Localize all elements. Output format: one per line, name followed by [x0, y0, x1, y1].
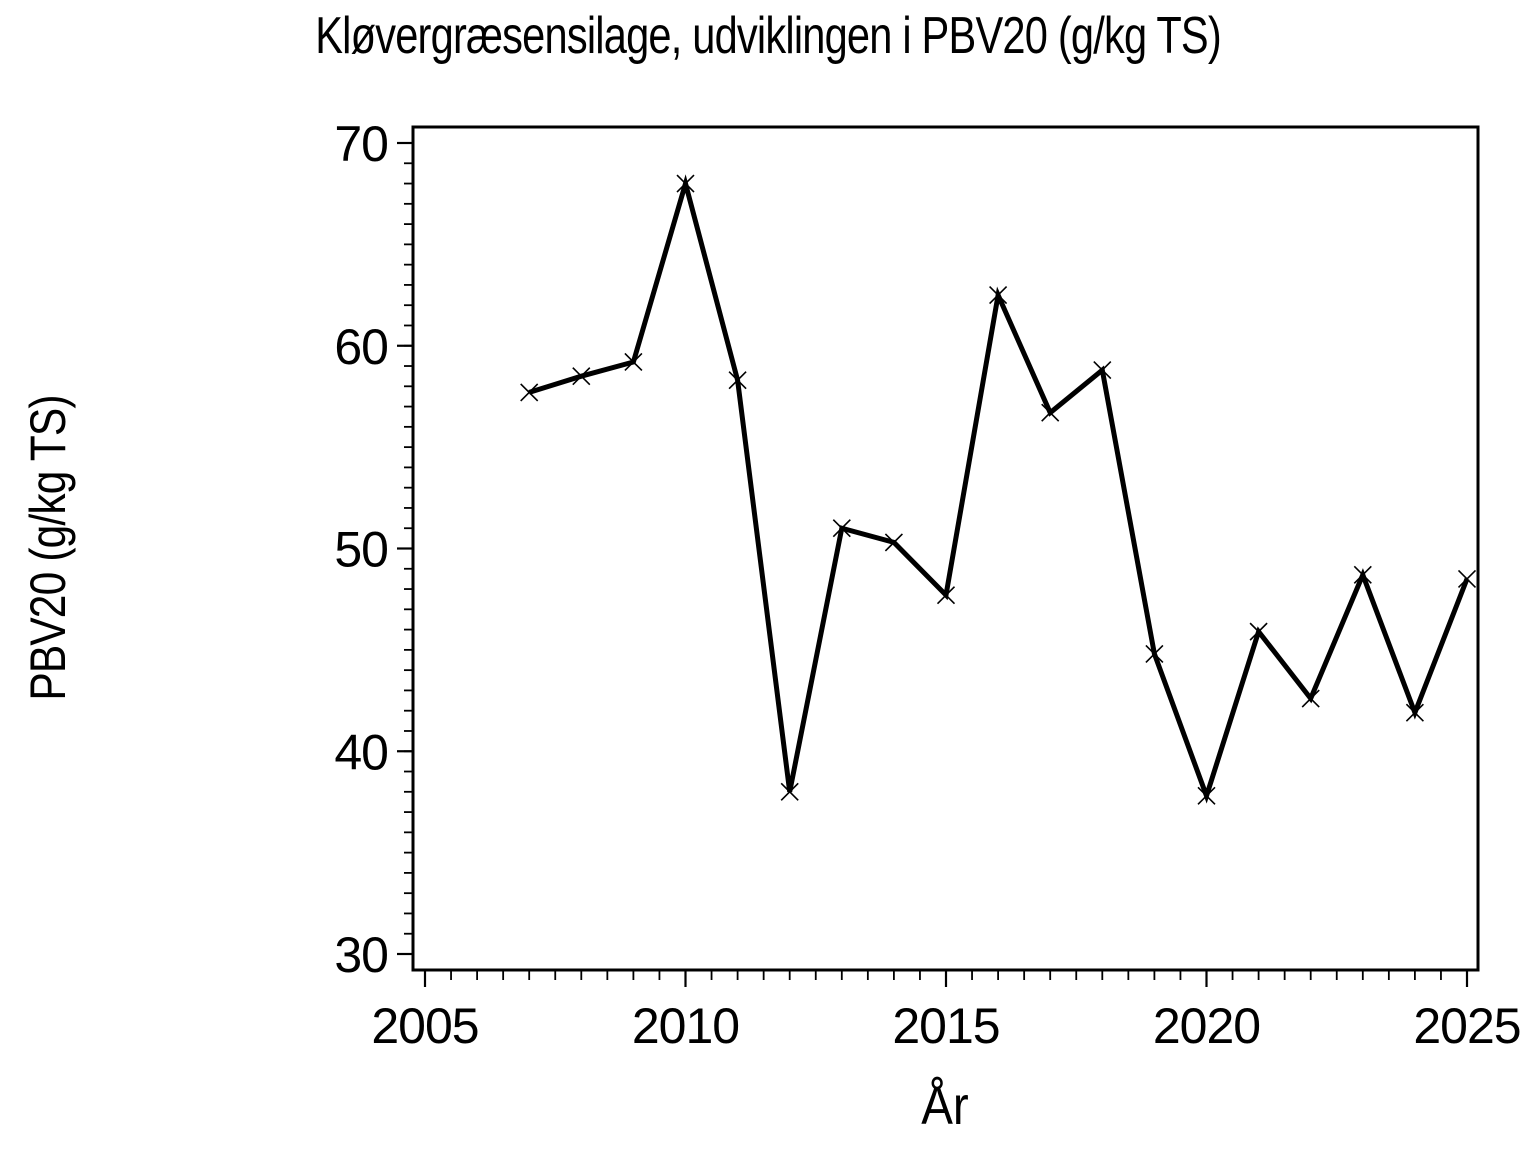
x-axis-title-text: År [921, 1076, 969, 1136]
data-point-marker [1145, 644, 1164, 663]
series-line-pbv20 [528, 174, 1470, 804]
plot-frame [411, 125, 1480, 972]
data-point-marker [1405, 703, 1424, 722]
data-point-marker [728, 371, 747, 390]
x-tick-label: 2025 [1413, 998, 1520, 1054]
data-point-marker [989, 285, 1008, 305]
x-tick-label: 2015 [892, 998, 999, 1054]
chart-title: Kløvergræsensilage, udviklingen i PBV20 … [0, 6, 1536, 66]
y-tick-label: 70 [334, 116, 388, 172]
x-tick-label: 2020 [1153, 998, 1260, 1054]
data-point-marker [520, 383, 539, 402]
data-point-marker [1093, 361, 1112, 380]
data-point-marker [1457, 569, 1477, 588]
data-point-marker [1041, 403, 1060, 422]
data-point-marker [572, 367, 591, 386]
data-point-marker [1197, 786, 1216, 805]
y-tick-label: 30 [334, 927, 388, 983]
x-tick-label: 2005 [371, 998, 478, 1054]
data-point-marker [1353, 565, 1372, 584]
data-point-marker [832, 519, 851, 538]
y-tick-label: 50 [334, 522, 388, 578]
chart-title-text: Kløvergræsensilage, udviklingen i PBV20 … [315, 7, 1222, 65]
y-tick-label: 40 [334, 724, 388, 780]
data-point-marker [936, 586, 956, 605]
data-point-marker [884, 533, 903, 552]
data-point-marker [1249, 622, 1268, 641]
x-tick-label: 2010 [632, 998, 739, 1054]
y-tick-label: 60 [334, 319, 388, 375]
data-point-marker [780, 782, 799, 801]
x-axis-title: År [921, 1075, 969, 1137]
data-point-marker [676, 174, 695, 193]
data-point-marker [624, 352, 643, 372]
data-point-marker [1301, 689, 1320, 708]
